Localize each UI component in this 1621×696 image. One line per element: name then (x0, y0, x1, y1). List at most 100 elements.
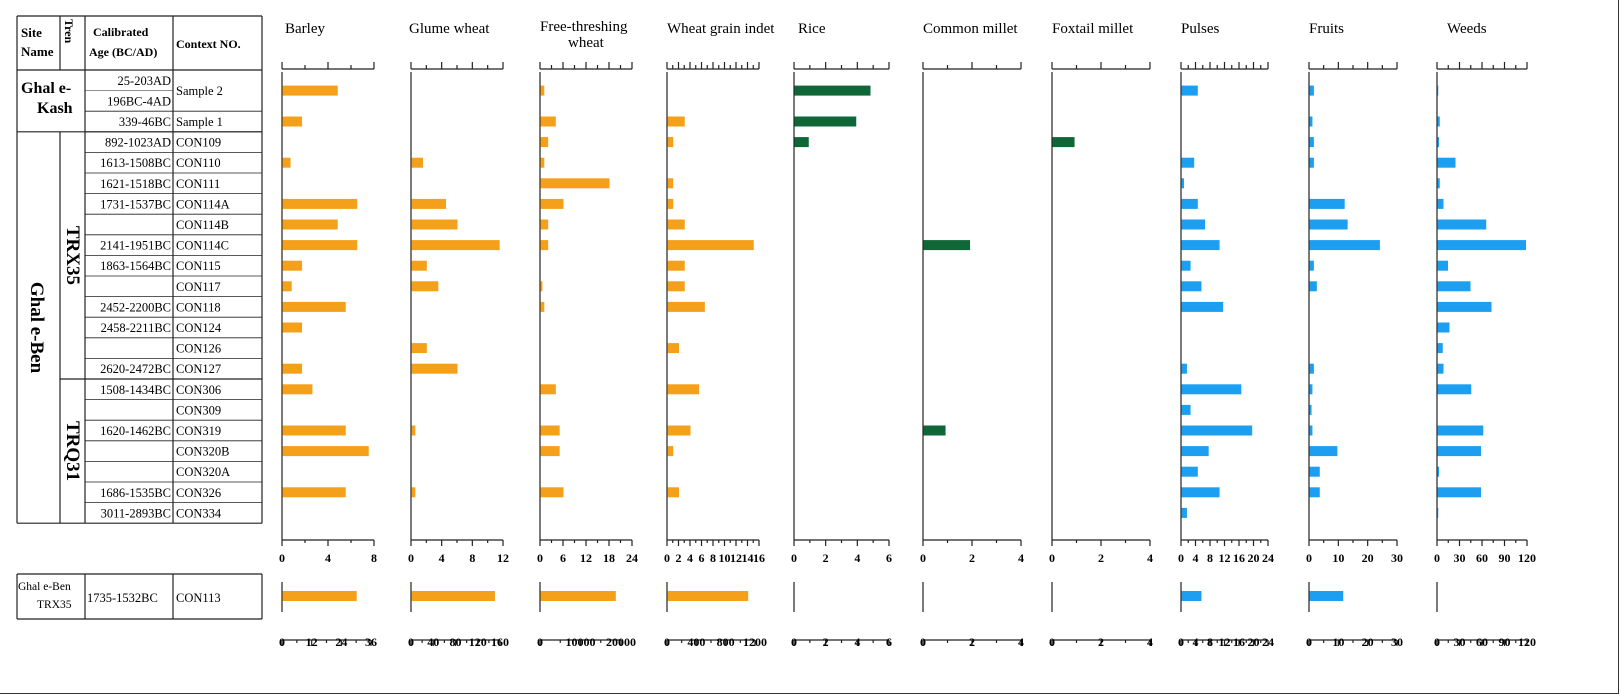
bar-wheat-grain-indet (667, 487, 679, 498)
row-age: 1508-1434BC (100, 383, 171, 397)
bottom-panel-tick-label-glume-wheat: 160 (491, 635, 509, 649)
row-age: 1621-1518BC (100, 177, 171, 191)
bottom-panel-tick-label-wheat-grain-indet: 0 (664, 635, 670, 649)
bottom-panel-tick-label-glume-wheat: 40 (427, 635, 439, 649)
panel-title-pulses: Pulses (1181, 21, 1220, 37)
bar-free-threshing-wheat (540, 219, 549, 230)
tick-label-wheat-grain-indet: 16 (753, 551, 765, 565)
bottom-panel-tick-label-wheat-grain-indet: 800 (717, 635, 735, 649)
tick-label-wheat-grain-indet: 10 (719, 551, 731, 565)
site-name-kash: Ghal e- (21, 80, 71, 97)
bar-barley (282, 219, 338, 230)
bar-fruits (1309, 240, 1380, 251)
bar-pulses (1181, 446, 1209, 457)
bottom-panel-tick-label-pulses: 24 (1262, 635, 1274, 649)
bar-barley (282, 281, 292, 292)
bar-weeds (1437, 137, 1439, 148)
bottom-panel-tick-label-glume-wheat: 120 (469, 635, 487, 649)
tick-label-glume-wheat: 0 (408, 551, 414, 565)
bar-weeds (1437, 260, 1448, 271)
bar-weeds (1437, 343, 1443, 354)
tick-label-barley: 0 (279, 551, 285, 565)
bottom-site-name: TRX35 (37, 599, 72, 611)
bottom-panel-tick-label-glume-wheat: 0 (408, 635, 414, 649)
row-age: 25-203AD (118, 74, 171, 88)
bottom-bar-barley (282, 591, 357, 601)
bottom-panel-tick-label-glume-wheat: 80 (450, 635, 462, 649)
bar-pulses (1181, 219, 1206, 230)
bottom-context: CON113 (176, 591, 221, 605)
bar-fruits (1309, 384, 1313, 395)
tick-label-weeds: 120 (1518, 551, 1536, 565)
bar-weeds (1437, 507, 1439, 518)
bottom-age: 1735-1532BC (87, 591, 158, 605)
bar-fruits (1309, 137, 1314, 148)
bar-pulses (1181, 466, 1198, 477)
tick-label-common-millet: 2 (969, 551, 975, 565)
bottom-panel-tick-label-barley: 36 (365, 635, 377, 649)
tick-label-free-threshing-wheat: 0 (537, 551, 543, 565)
bar-weeds (1437, 116, 1440, 127)
bar-free-threshing-wheat (540, 137, 549, 148)
bar-barley (282, 363, 303, 374)
tick-label-pulses: 8 (1207, 551, 1213, 565)
bar-fruits (1309, 157, 1314, 168)
row-context: CON109 (176, 136, 221, 150)
bar-pulses (1181, 507, 1187, 518)
bottom-panel-tick-label-free-threshing-wheat: 0 (537, 635, 543, 649)
tick-label-wheat-grain-indet: 2 (676, 551, 682, 565)
bar-barley (282, 116, 303, 127)
bar-fruits (1309, 198, 1345, 209)
row-context: CON319 (176, 424, 221, 438)
bar-rice (794, 137, 809, 148)
bar-barley (282, 446, 369, 457)
tick-label-glume-wheat: 4 (439, 551, 445, 565)
bar-pulses (1181, 487, 1220, 498)
tick-label-rice: 0 (791, 551, 797, 565)
site-name-kash: Kash (37, 100, 73, 117)
bottom-bar-pulses (1181, 591, 1202, 601)
bar-wheat-grain-indet (667, 137, 674, 148)
bar-glume-wheat (411, 487, 416, 498)
bar-free-threshing-wheat (540, 425, 560, 436)
tick-label-foxtail-millet: 2 (1098, 551, 1104, 565)
tick-label-pulses: 16 (1233, 551, 1245, 565)
tick-label-foxtail-millet: 0 (1049, 551, 1055, 565)
panel-title-glume-wheat: Glume wheat (409, 21, 490, 37)
tick-label-weeds: 90 (1499, 551, 1511, 565)
tick-label-common-millet: 0 (920, 551, 926, 565)
bottom-panel-tick-label-weeds: 90 (1499, 635, 1511, 649)
bottom-bar-glume-wheat (411, 591, 495, 601)
bar-pulses (1181, 301, 1224, 312)
bar-rice (794, 85, 871, 96)
bottom-panel-tick-label-pulses: 8 (1207, 635, 1213, 649)
bottom-panel-tick-label-rice: 2 (823, 635, 829, 649)
row-age: 1613-1508BC (100, 156, 171, 170)
bottom-panel-tick-label-common-millet: 0 (920, 635, 926, 649)
bar-barley (282, 425, 346, 436)
tick-label-fruits: 0 (1306, 551, 1312, 565)
tick-label-weeds: 60 (1476, 551, 1488, 565)
bar-pulses (1181, 281, 1202, 292)
bottom-panel-tick-label-weeds: 60 (1476, 635, 1488, 649)
tick-label-glume-wheat: 8 (469, 551, 475, 565)
row-age: 1863-1564BC (100, 259, 171, 273)
tick-label-barley: 8 (371, 551, 377, 565)
row-context: CON114C (176, 239, 229, 253)
bar-pulses (1181, 260, 1191, 271)
bar-pulses (1181, 85, 1198, 96)
header-age: Calibrated (93, 25, 149, 39)
bottom-panel-tick-label-pulses: 12 (1219, 635, 1231, 649)
bar-common-millet (923, 425, 946, 436)
bottom-panel-tick-label-barley: 12 (306, 635, 318, 649)
bar-pulses (1181, 363, 1187, 374)
site-name-ben: Ghal e-Ben (26, 282, 47, 374)
bar-fruits (1309, 85, 1314, 96)
bottom-panel-tick-label-free-threshing-wheat: 20000 (606, 635, 636, 649)
bottom-panel-tick-label-free-threshing-wheat: 10000 (566, 635, 596, 649)
bar-wheat-grain-indet (667, 343, 679, 354)
bar-pulses (1181, 404, 1191, 415)
panel-title-wheat-grain-indet: Wheat grain indet (667, 21, 775, 37)
